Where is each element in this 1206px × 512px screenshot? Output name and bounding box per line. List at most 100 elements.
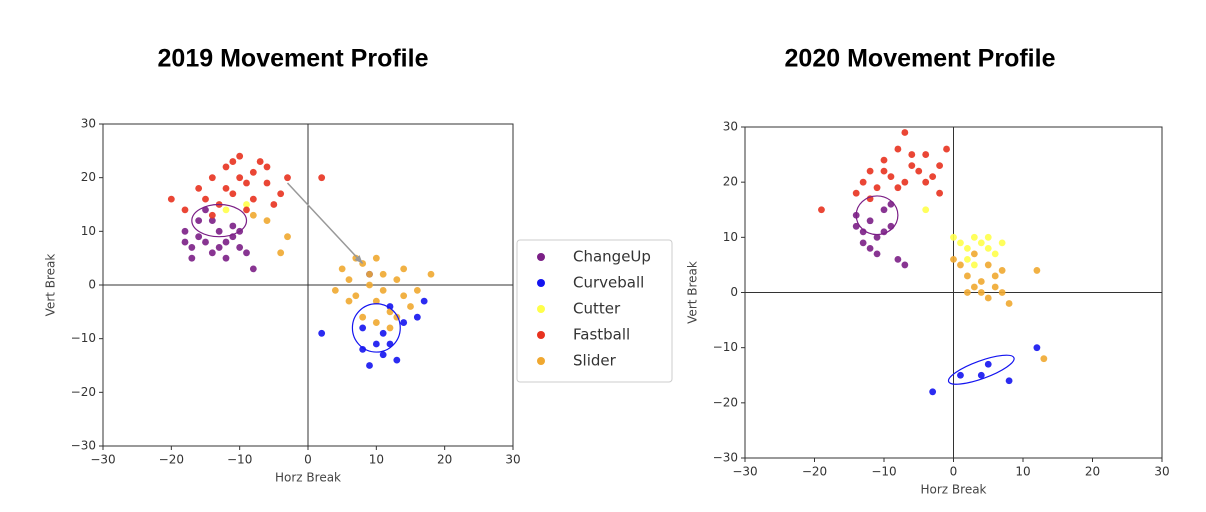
- ellipse: [947, 354, 1015, 385]
- y-tick-label: 10: [723, 230, 738, 244]
- point: [901, 178, 909, 186]
- point: [345, 276, 353, 284]
- y-axis-label: Vert Break: [686, 261, 700, 324]
- x-tick-label: 0: [304, 453, 312, 467]
- legend-label: ChangeUp: [573, 248, 651, 266]
- x-tick-label: −10: [871, 465, 896, 479]
- point: [998, 289, 1006, 296]
- point: [908, 162, 916, 170]
- point: [957, 239, 964, 247]
- point: [379, 329, 387, 337]
- ellipse: [855, 195, 899, 236]
- point: [964, 256, 971, 263]
- point: [859, 178, 867, 186]
- point: [372, 297, 380, 305]
- point: [277, 249, 285, 257]
- point: [372, 340, 380, 348]
- point: [957, 261, 964, 269]
- point: [318, 329, 326, 337]
- point: [338, 265, 346, 273]
- point: [964, 244, 971, 252]
- chart-title: 2019 Movement Profile: [158, 45, 429, 73]
- point: [366, 281, 373, 289]
- point: [284, 174, 291, 182]
- point: [818, 206, 825, 214]
- point: [970, 261, 978, 269]
- point: [366, 362, 373, 369]
- point: [236, 174, 244, 182]
- point: [263, 163, 271, 171]
- x-tick-label: 0: [950, 465, 958, 479]
- y-tick-label: −20: [713, 395, 738, 409]
- y-tick-label: 10: [81, 224, 96, 238]
- point: [400, 319, 408, 326]
- y-tick-label: 0: [730, 285, 738, 299]
- x-tick-label: 10: [1015, 465, 1030, 479]
- point: [970, 283, 978, 291]
- point: [420, 297, 428, 305]
- point: [984, 294, 992, 302]
- point: [991, 283, 999, 291]
- point: [202, 195, 209, 203]
- x-tick-label: −30: [732, 465, 757, 479]
- legend-marker: [537, 357, 545, 365]
- point: [859, 228, 867, 236]
- point: [202, 238, 209, 246]
- x-axis-label: Horz Break: [921, 483, 987, 497]
- point: [887, 173, 895, 181]
- point: [188, 254, 196, 262]
- point: [222, 254, 230, 262]
- point: [880, 206, 888, 214]
- point: [964, 289, 971, 296]
- point: [922, 206, 930, 214]
- point: [331, 286, 339, 294]
- y-tick-label: 20: [723, 175, 738, 189]
- point: [908, 151, 916, 158]
- point: [970, 250, 978, 258]
- point: [249, 195, 257, 203]
- point: [359, 346, 367, 353]
- x-tick-label: 30: [1154, 465, 1169, 479]
- point: [188, 244, 196, 251]
- point: [1005, 377, 1013, 385]
- point: [407, 303, 414, 310]
- point: [222, 206, 230, 214]
- y-tick-label: 30: [81, 117, 96, 131]
- y-tick-label: 20: [81, 170, 96, 184]
- point: [950, 233, 957, 241]
- point: [352, 292, 360, 300]
- point: [249, 265, 257, 273]
- point: [263, 217, 271, 225]
- point: [998, 239, 1006, 247]
- x-tick-label: −10: [227, 453, 252, 467]
- point: [1040, 355, 1048, 363]
- y-axis-label: Vert Break: [44, 254, 58, 317]
- point: [236, 244, 244, 251]
- point: [901, 129, 909, 136]
- legend-marker: [537, 279, 545, 287]
- legend-label: Slider: [573, 352, 617, 370]
- point: [393, 276, 401, 284]
- point: [866, 167, 874, 175]
- point: [222, 163, 230, 171]
- legend-box: [516, 239, 673, 383]
- point: [977, 371, 985, 379]
- point: [386, 303, 394, 310]
- point: [991, 250, 999, 258]
- point: [379, 286, 387, 294]
- point: [208, 249, 216, 257]
- point: [866, 244, 874, 252]
- point: [208, 211, 216, 219]
- point: [873, 233, 881, 241]
- point: [345, 297, 353, 305]
- point: [880, 156, 888, 164]
- point: [243, 249, 250, 257]
- point: [372, 319, 380, 326]
- point: [229, 158, 237, 165]
- x-tick-label: −20: [159, 453, 184, 467]
- point: [181, 238, 189, 246]
- ellipse: [191, 203, 248, 238]
- x-tick-label: −20: [802, 465, 827, 479]
- point: [880, 167, 888, 175]
- point: [943, 145, 950, 153]
